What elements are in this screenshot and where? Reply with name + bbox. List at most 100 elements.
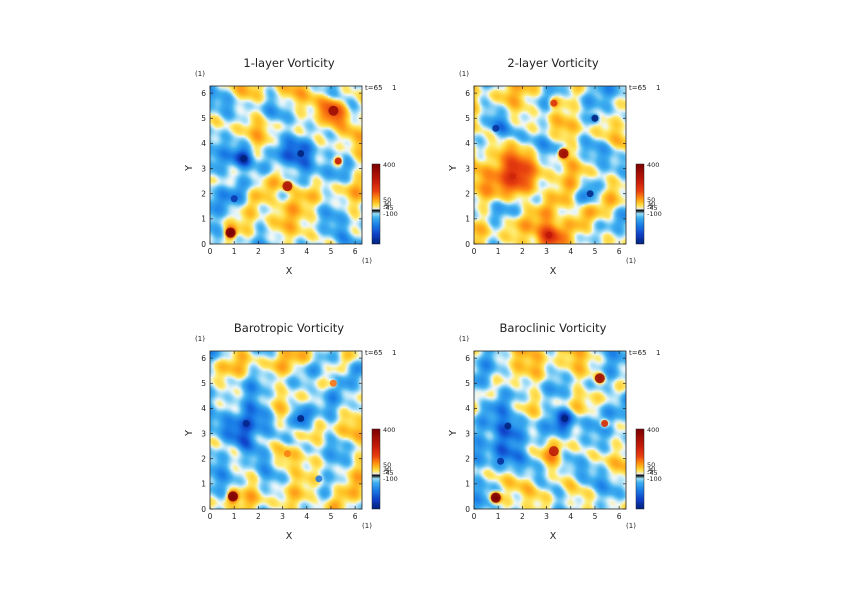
time-suffix: 1 [392,84,396,92]
colorbar-tick-label: 10 [383,200,391,208]
x-tick-label: 2 [520,247,525,256]
vortex-mark [240,155,248,163]
y-unit-label: (1) [195,70,205,78]
y-unit-label: (1) [459,70,469,78]
plot-frame [209,350,363,510]
x-axis-label: X [550,531,557,542]
y-tick-label: 6 [465,354,470,363]
vortex-mark [283,450,291,458]
colorbar-tick-label: -45 [383,204,394,212]
y-tick-label: 6 [201,354,206,363]
vortex-mark [492,124,500,132]
colorbar-tick-label: 10 [647,465,655,473]
time-label: t=65 [629,349,647,357]
y-unit-label: (1) [195,335,205,343]
chart-panel-1: 0 1 2 3 4 5 6 0 1 2 3 4 5 6 1-layer Vorticity X Y (1) (1) t… [184,56,398,277]
y-tick-label: 2 [201,455,206,464]
y-unit-label: (1) [459,335,469,343]
y-tick-label: 2 [201,190,206,199]
colorbar [635,428,645,510]
x-tick-label: 2 [256,247,261,256]
vortex-mark [545,231,553,239]
y-tick-label: 1 [465,215,470,224]
chart-panel-2: 0 1 2 3 4 5 6 0 1 2 3 4 5 6 2-layer Vorticity X Y (1) (1) t… [448,56,662,277]
time-label: t=65 [629,84,647,92]
y-tick-label: 1 [201,215,206,224]
x-tick-label: 6 [617,512,622,521]
vortex-mark [230,195,238,203]
y-axis-label: Y [184,165,195,172]
vortex-mark [242,420,250,428]
colorbar-tick-label: 400 [383,161,395,169]
vorticity-field [474,86,626,244]
colorbar-tick-label: -5 [383,467,389,475]
y-tick-label: 4 [465,139,470,148]
vortex-mark [297,414,305,422]
vorticity-field [210,86,362,244]
vortex-mark [227,491,238,502]
vortex-mark [497,457,505,465]
x-tick-label: 1 [232,512,237,521]
x-tick-label: 0 [472,247,477,256]
y-tick-label: 3 [465,429,470,438]
colorbar-tick-label: 50 [647,196,655,204]
colorbar-tick-label: -100 [383,210,398,218]
x-tick-label: 1 [496,512,501,521]
x-tick-label: 3 [544,512,549,521]
x-tick-label: 5 [593,512,598,521]
vortex-mark [548,446,559,457]
colorbar-tick-label: 10 [383,465,391,473]
x-tick-label: 1 [232,247,237,256]
x-tick-label: 6 [353,247,358,256]
vortex-mark [297,149,305,157]
colorbar-tick-label: 400 [647,426,659,434]
y-axis-label: Y [448,165,459,172]
time-suffix: 1 [656,349,660,357]
time-label: t=65 [365,349,383,357]
colorbar-tick-label: -100 [383,475,398,483]
vortex-mark [225,227,236,238]
plot-frame [209,85,363,245]
colorbar-tick-label: 400 [383,426,395,434]
x-tick-label: 3 [280,512,285,521]
x-tick-label: 2 [256,512,261,521]
y-tick-label: 4 [465,404,470,413]
x-unit-label: (1) [626,257,636,265]
y-tick-label: 2 [465,190,470,199]
chart-title: Baroclinic Vorticity [500,321,607,335]
vortex-mark [490,492,501,503]
y-tick-label: 5 [201,114,206,123]
time-label: t=65 [365,84,383,92]
colorbar-tick-label: -5 [383,202,389,210]
x-tick-label: 5 [593,247,598,256]
x-tick-label: 3 [544,247,549,256]
y-tick-label: 6 [465,89,470,98]
y-tick-label: 4 [201,139,206,148]
x-tick-label: 1 [496,247,501,256]
y-tick-label: 3 [465,164,470,173]
y-tick-label: 5 [465,114,470,123]
x-tick-label: 2 [520,512,525,521]
vortex-mark [329,379,337,387]
vortex-mark [509,172,517,180]
vortex-mark [558,148,569,159]
vortex-mark [334,157,342,165]
colorbar-tick-label: -45 [383,469,394,477]
y-tick-label: 1 [201,480,206,489]
colorbar-tick-label: -45 [647,204,658,212]
y-tick-label: 0 [201,505,206,514]
x-tick-label: 4 [568,247,573,256]
x-tick-label: 4 [304,512,309,521]
x-unit-label: (1) [362,522,372,530]
y-tick-label: 0 [465,505,470,514]
colorbar-tick-label: 50 [383,461,391,469]
y-axis-label: Y [184,430,195,437]
x-unit-label: (1) [362,257,372,265]
y-tick-label: 3 [201,164,206,173]
y-tick-label: 2 [465,455,470,464]
chart-title: 1-layer Vorticity [243,56,334,70]
x-tick-label: 5 [329,247,334,256]
vortex-mark [601,420,609,428]
x-tick-label: 0 [472,512,477,521]
